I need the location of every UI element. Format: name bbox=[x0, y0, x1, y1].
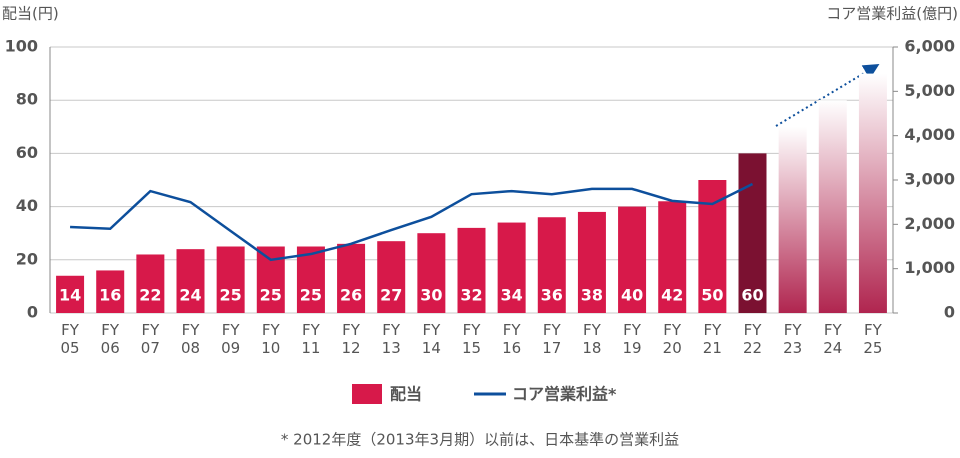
bar bbox=[537, 217, 566, 313]
x-tick-label: FY 13 bbox=[381, 321, 401, 357]
bar bbox=[497, 222, 526, 313]
x-tick-label: FY 19 bbox=[622, 321, 642, 357]
data-label: 40 bbox=[621, 286, 643, 305]
y2-tick-label: 1,000 bbox=[904, 258, 955, 277]
bar bbox=[858, 73, 887, 313]
x-tick-label: FY 20 bbox=[662, 321, 682, 357]
y2-tick-label: 3,000 bbox=[904, 170, 955, 189]
y2-tick-label: 5,000 bbox=[904, 81, 955, 100]
x-tick-label: FY 23 bbox=[783, 321, 803, 357]
x-tick-label: FY 24 bbox=[823, 321, 843, 357]
x-tick-label: FY 12 bbox=[341, 321, 361, 357]
bar bbox=[818, 100, 847, 313]
data-label: 24 bbox=[179, 286, 201, 305]
bar bbox=[296, 246, 325, 313]
x-tick-label: FY 25 bbox=[863, 321, 883, 357]
y2-tick-label: 2,000 bbox=[904, 214, 955, 233]
x-tick-label: FY 09 bbox=[221, 321, 241, 357]
y-tick-label: 60 bbox=[16, 143, 38, 162]
x-tick-label: FY 17 bbox=[542, 321, 562, 357]
bar bbox=[176, 249, 205, 313]
bar bbox=[96, 270, 125, 313]
legend-label: 配当 bbox=[390, 385, 422, 404]
bar bbox=[56, 275, 85, 313]
x-tick-label: FY 22 bbox=[742, 321, 763, 357]
data-label: 16 bbox=[99, 286, 121, 305]
bar bbox=[377, 241, 406, 313]
data-label: 25 bbox=[220, 286, 242, 305]
y-tick-label: 40 bbox=[16, 196, 38, 215]
y-axis-label: 配当(円) bbox=[2, 5, 59, 23]
bar bbox=[658, 201, 687, 313]
x-tick-label: FY 11 bbox=[301, 321, 321, 357]
data-label: 30 bbox=[420, 286, 442, 305]
y2-tick-label: 4,000 bbox=[904, 125, 955, 144]
y-tick-label: 80 bbox=[16, 90, 38, 109]
y2-tick-label: 0 bbox=[944, 303, 955, 322]
legend-swatch bbox=[352, 384, 382, 404]
data-label: 26 bbox=[340, 286, 362, 305]
x-tick-label: FY 05 bbox=[60, 321, 80, 357]
bar bbox=[216, 246, 245, 313]
bar bbox=[738, 153, 767, 313]
data-label: 27 bbox=[380, 286, 402, 305]
bar bbox=[417, 233, 446, 313]
data-label: 34 bbox=[501, 286, 523, 305]
legend-label: コア営業利益* bbox=[512, 385, 617, 404]
bar bbox=[136, 254, 165, 313]
data-label: 50 bbox=[701, 286, 723, 305]
data-label: 22 bbox=[139, 286, 161, 305]
x-tick-label: FY 07 bbox=[140, 321, 160, 357]
x-tick-label: FY 14 bbox=[421, 321, 441, 357]
y-tick-label: 100 bbox=[5, 37, 38, 56]
line bbox=[70, 182, 754, 262]
data-label: 36 bbox=[541, 286, 563, 305]
footnote: * 2012年度（2013年3月期）以前は、日本基準の営業利益 bbox=[281, 431, 679, 449]
data-label: 14 bbox=[59, 286, 81, 305]
bar bbox=[618, 206, 647, 313]
bar bbox=[577, 211, 606, 313]
x-tick-label: FY 06 bbox=[100, 321, 120, 357]
data-label: 42 bbox=[661, 286, 683, 305]
x-tick-label: FY 15 bbox=[461, 321, 482, 357]
y-tick-label: 0 bbox=[27, 303, 38, 322]
x-tick-label: FY 18 bbox=[582, 321, 602, 357]
y-tick-label: 20 bbox=[16, 249, 38, 268]
data-label: 25 bbox=[260, 286, 282, 305]
data-label: 25 bbox=[300, 286, 322, 305]
data-label: 60 bbox=[741, 286, 763, 305]
x-tick-label: FY 21 bbox=[702, 321, 722, 357]
y2-tick-label: 6,000 bbox=[904, 37, 955, 56]
data-label: 32 bbox=[460, 286, 482, 305]
bar bbox=[337, 243, 366, 313]
bar bbox=[778, 126, 807, 313]
bar bbox=[457, 227, 486, 313]
x-tick-label: FY 10 bbox=[261, 321, 281, 357]
x-tick-label: FY 16 bbox=[502, 321, 522, 357]
y2-axis-label: コア営業利益(億円) bbox=[826, 5, 958, 23]
x-tick-label: FY 08 bbox=[180, 321, 201, 357]
data-label: 38 bbox=[581, 286, 603, 305]
